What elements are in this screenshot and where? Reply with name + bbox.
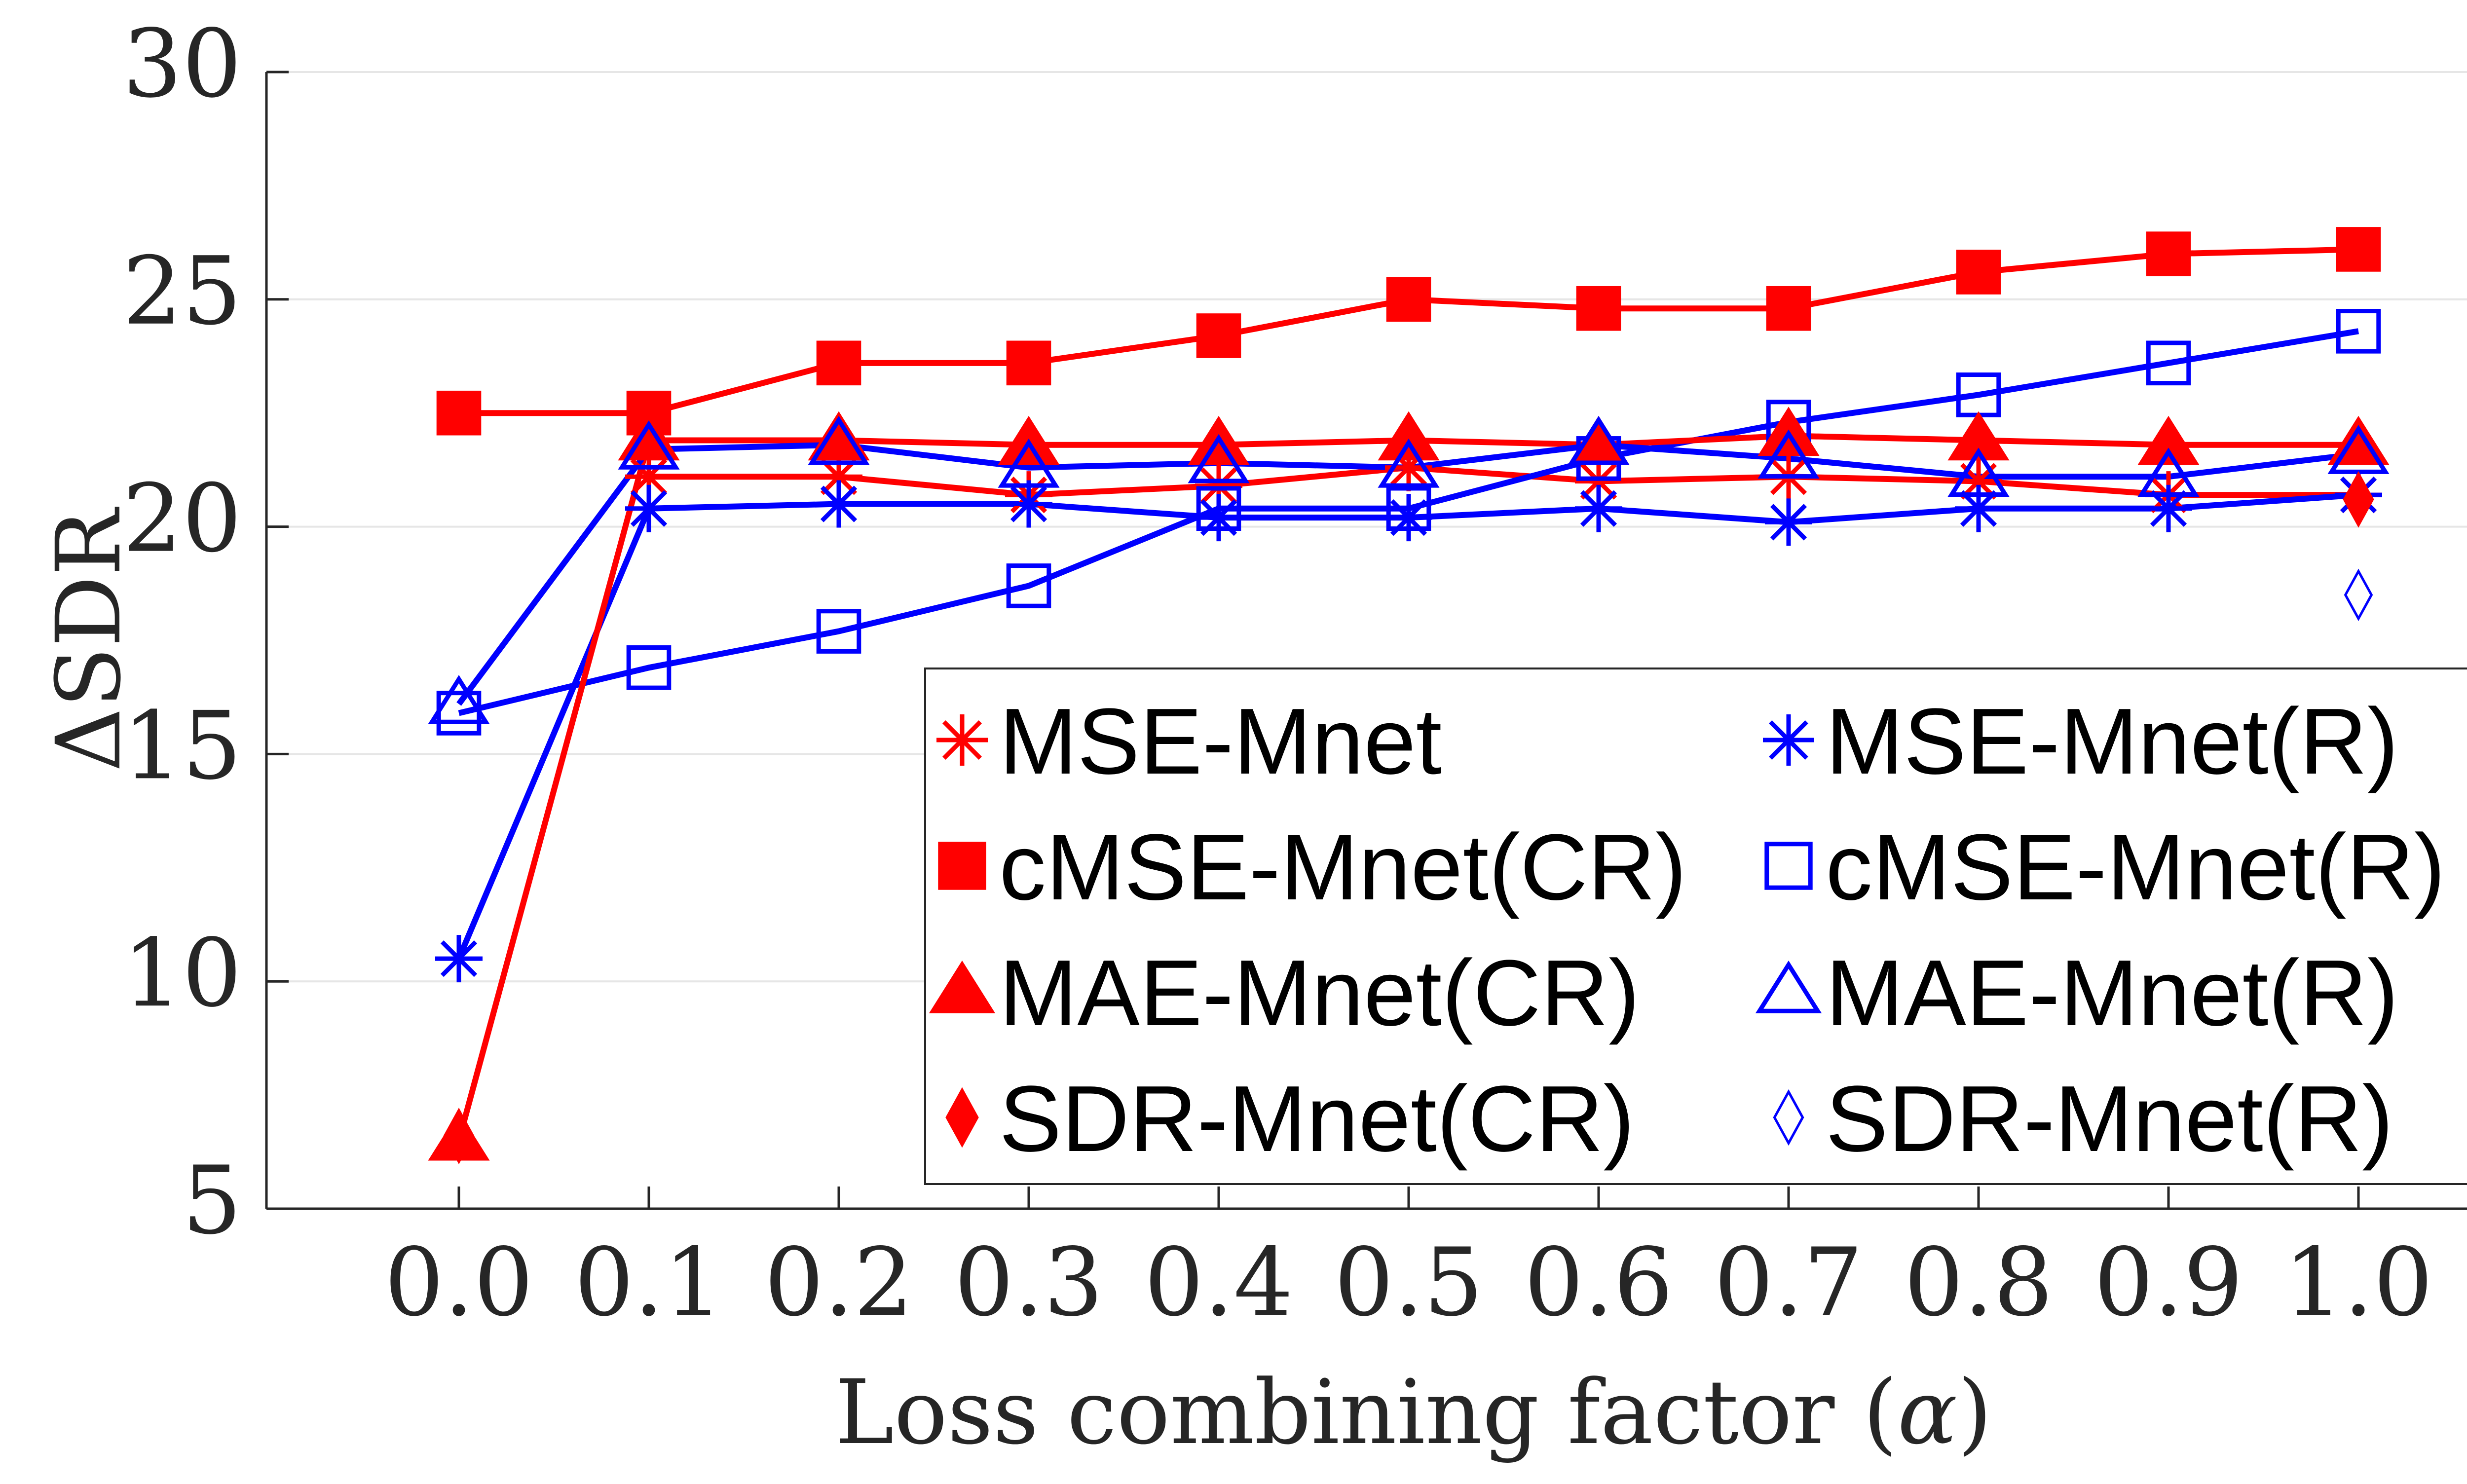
- x-tick-label: 0.7: [1714, 1228, 1863, 1337]
- series-marker: [1378, 411, 1440, 461]
- series-marker: [1006, 563, 1051, 608]
- x-tick-label: 0.3: [954, 1228, 1103, 1337]
- series-marker: [1773, 1089, 1804, 1146]
- y-axis-title: ΔSDR: [37, 507, 141, 772]
- series-marker: [2137, 415, 2200, 465]
- series-marker: [626, 645, 672, 690]
- series-marker: [1755, 960, 1822, 1013]
- x-tick-label: 0.9: [2094, 1228, 2243, 1337]
- series-marker: [1763, 714, 1814, 766]
- legend-item: MSE-Mnet(R): [1763, 689, 2398, 794]
- series-marker: [625, 484, 673, 532]
- legend-label: MAE-Mnet(CR): [999, 941, 1640, 1045]
- legend-label: SDR-Mnet(CR): [999, 1067, 1635, 1171]
- x-axis-title: Loss combining factor (α): [835, 1361, 1992, 1464]
- series-marker: [618, 420, 680, 470]
- series-marker: [2343, 471, 2374, 528]
- series-marker: [2146, 340, 2191, 386]
- series-marker: [1006, 340, 1051, 386]
- legend: MSE-Mnet MSE-Mnet(R) cMSE-Mnet(CR) cMSE-Mne…: [924, 668, 2467, 1185]
- series-marker: [435, 935, 483, 983]
- legend-item: SDR-Mnet(R): [1773, 1067, 2393, 1171]
- series-marker: [936, 714, 988, 766]
- series-marker: [1386, 277, 1431, 322]
- x-tick-label: 1.0: [2284, 1228, 2433, 1337]
- legend-item: SDR-Mnet(CR): [945, 1067, 1635, 1171]
- series-marker: [2137, 447, 2200, 497]
- y-tick-label: 15: [122, 691, 242, 800]
- series-marker: [1955, 484, 2002, 532]
- x-tick-label: 0.6: [1524, 1228, 1673, 1337]
- series-marker: [1196, 313, 1241, 358]
- series-marker: [929, 960, 996, 1013]
- legend-item: cMSE-Mnet(CR): [938, 815, 1686, 920]
- series-marker: [2146, 231, 2191, 276]
- series-marker: [436, 390, 482, 436]
- series-marker: [815, 480, 862, 528]
- series-marker: [2336, 227, 2381, 272]
- series-marker: [816, 609, 861, 654]
- series-marker: [1386, 486, 1431, 531]
- series-marker: [1576, 286, 1621, 331]
- y-tick-label: 25: [122, 237, 242, 346]
- legend-label: SDR-Mnet(R): [1826, 1067, 2393, 1171]
- series-marker: [816, 340, 861, 386]
- series-marker: [808, 411, 870, 461]
- series-marker: [1757, 429, 1820, 479]
- legend-item: cMSE-Mnet(R): [1764, 815, 2445, 920]
- series-marker: [945, 1087, 979, 1148]
- series-markers: [428, 227, 2390, 1164]
- legend-label: cMSE-Mnet(CR): [999, 815, 1686, 920]
- legend-label: MSE-Mnet: [999, 689, 1442, 794]
- legend-items: MSE-Mnet MSE-Mnet(R) cMSE-Mnet(CR) cMSE-Mne…: [929, 689, 2445, 1171]
- series-marker: [1385, 494, 1432, 542]
- series-marker: [1947, 447, 2010, 497]
- legend-item: MSE-Mnet: [936, 689, 1442, 794]
- y-tick-label: 5: [182, 1146, 242, 1255]
- series-marker: [808, 415, 870, 465]
- series-marker: [1956, 250, 2001, 295]
- x-tick-label: 0.2: [764, 1228, 913, 1337]
- x-tick-label: 0.4: [1144, 1228, 1293, 1337]
- series-marker: [1188, 434, 1250, 483]
- series-marker: [428, 675, 490, 724]
- y-tick-label: 20: [122, 464, 242, 573]
- legend-box: [924, 668, 2467, 1185]
- legend-label: cMSE-Mnet(R): [1826, 815, 2445, 920]
- x-tick-labels: 0.0 0.1 0.2 0.3 0.4 0.5 0.6 0.7 0.8 0.9 1.0: [384, 1187, 2433, 1337]
- series-marker: [2336, 309, 2381, 354]
- series-marker: [998, 438, 1060, 488]
- series-line: [649, 464, 2358, 498]
- series-marker: [1765, 498, 1812, 546]
- series-marker: [1947, 411, 2010, 461]
- series-marker: [1575, 484, 1622, 532]
- x-tick-label: 0.1: [574, 1228, 723, 1337]
- series-marker: [1764, 842, 1813, 890]
- x-tick-label: 0.8: [1904, 1228, 2053, 1337]
- series-marker: [1766, 286, 1811, 331]
- x-tick-label: 0.5: [1334, 1228, 1483, 1337]
- y-tick-label: 30: [122, 9, 242, 118]
- legend-label: MAE-Mnet(R): [1826, 941, 2398, 1045]
- y-tick-labels: 5 10 15 20 25 30: [122, 9, 289, 1255]
- series-marker: [1195, 494, 1242, 542]
- legend-label: MSE-Mnet(R): [1826, 689, 2398, 794]
- x-tick-label: 0.0: [384, 1228, 533, 1337]
- series-marker: [1378, 438, 1440, 488]
- series-marker: [1196, 486, 1241, 531]
- series-marker: [938, 842, 986, 890]
- series-marker: [2145, 484, 2192, 532]
- series-marker: [1568, 415, 1630, 465]
- legend-item: MAE-Mnet(R): [1755, 941, 2398, 1045]
- y-tick-label: 10: [122, 919, 242, 1028]
- series-marker: [443, 1108, 475, 1164]
- series-marker: [1005, 480, 1052, 528]
- series-marker: [2344, 568, 2373, 622]
- legend-item: MAE-Mnet(CR): [929, 941, 1640, 1045]
